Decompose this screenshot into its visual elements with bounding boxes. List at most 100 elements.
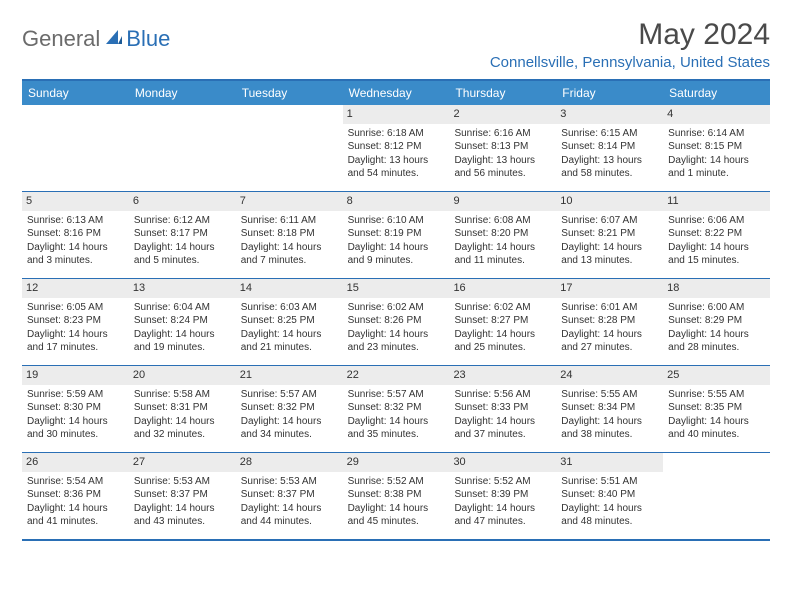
daylight-line: Daylight: 14 hours and 45 minutes. bbox=[348, 502, 445, 529]
calendar-day bbox=[129, 105, 236, 191]
day-number: 17 bbox=[556, 279, 663, 298]
sunset-line: Sunset: 8:25 PM bbox=[241, 314, 338, 328]
sunrise-line: Sunrise: 5:57 AM bbox=[348, 388, 445, 402]
daylight-line: Daylight: 14 hours and 43 minutes. bbox=[134, 502, 231, 529]
sunset-line: Sunset: 8:33 PM bbox=[454, 401, 551, 415]
day-number: 25 bbox=[663, 366, 770, 385]
day-number: 10 bbox=[556, 192, 663, 211]
sunset-line: Sunset: 8:19 PM bbox=[348, 227, 445, 241]
day-number: 11 bbox=[663, 192, 770, 211]
sunset-line: Sunset: 8:35 PM bbox=[668, 401, 765, 415]
sunset-line: Sunset: 8:17 PM bbox=[134, 227, 231, 241]
day-number: 20 bbox=[129, 366, 236, 385]
calendar-day bbox=[22, 105, 129, 191]
sunrise-line: Sunrise: 6:12 AM bbox=[134, 214, 231, 228]
sunrise-line: Sunrise: 6:04 AM bbox=[134, 301, 231, 315]
sunset-line: Sunset: 8:40 PM bbox=[561, 488, 658, 502]
calendar-day: 19Sunrise: 5:59 AMSunset: 8:30 PMDayligh… bbox=[22, 366, 129, 452]
daylight-line: Daylight: 14 hours and 23 minutes. bbox=[348, 328, 445, 355]
calendar-day: 9Sunrise: 6:08 AMSunset: 8:20 PMDaylight… bbox=[449, 192, 556, 278]
month-title: May 2024 bbox=[490, 18, 770, 52]
calendar-day: 26Sunrise: 5:54 AMSunset: 8:36 PMDayligh… bbox=[22, 453, 129, 539]
calendar-day: 4 Sunrise: 6:14 AMSunset: 8:15 PMDaylight… bbox=[663, 105, 770, 191]
sunset-line: Sunset: 8:16 PM bbox=[27, 227, 124, 241]
calendar-day: 20 Sunrise: 5:58 AMSunset: 8:31 PMDayligh… bbox=[129, 366, 236, 452]
sunrise-line: Sunrise: 5:55 AM bbox=[561, 388, 658, 402]
sunset-line: Sunset: 8:23 PM bbox=[27, 314, 124, 328]
calendar-day: 10Sunrise: 6:07 AMSunset: 8:21 PMDayligh… bbox=[556, 192, 663, 278]
sunrise-line: Sunrise: 6:10 AM bbox=[348, 214, 445, 228]
sunrise-line: Sunrise: 6:06 AM bbox=[668, 214, 765, 228]
calendar: SundayMondayTuesdayWednesdayThursdayFrid… bbox=[22, 79, 770, 541]
calendar-day: 31Sunrise: 5:51 AMSunset: 8:40 PMDayligh… bbox=[556, 453, 663, 539]
calendar-day: 13Sunrise: 6:04 AMSunset: 8:24 PMDayligh… bbox=[129, 279, 236, 365]
day-number: 2 bbox=[449, 105, 556, 124]
calendar-day: 3Sunrise: 6:15 AMSunset: 8:14 PMDaylight… bbox=[556, 105, 663, 191]
daylight-line: Daylight: 14 hours and 40 minutes. bbox=[668, 415, 765, 442]
calendar-day: 29Sunrise: 5:52 AMSunset: 8:38 PMDayligh… bbox=[343, 453, 450, 539]
calendar-day: 18Sunrise: 6:00 AMSunset: 8:29 PMDayligh… bbox=[663, 279, 770, 365]
sunrise-line: Sunrise: 6:01 AM bbox=[561, 301, 658, 315]
daylight-line: Daylight: 13 hours and 56 minutes. bbox=[454, 154, 551, 181]
day-number: 3 bbox=[556, 105, 663, 124]
sunrise-line: Sunrise: 6:02 AM bbox=[348, 301, 445, 315]
daylight-line: Daylight: 14 hours and 37 minutes. bbox=[454, 415, 551, 442]
sunrise-line: Sunrise: 5:55 AM bbox=[668, 388, 765, 402]
day-number: 13 bbox=[129, 279, 236, 298]
sunset-line: Sunset: 8:28 PM bbox=[561, 314, 658, 328]
calendar-day: 2Sunrise: 6:16 AMSunset: 8:13 PMDaylight… bbox=[449, 105, 556, 191]
sunrise-line: Sunrise: 5:54 AM bbox=[27, 475, 124, 489]
daylight-line: Daylight: 14 hours and 13 minutes. bbox=[561, 241, 658, 268]
calendar-day: 14Sunrise: 6:03 AMSunset: 8:25 PMDayligh… bbox=[236, 279, 343, 365]
calendar-day: 25 Sunrise: 5:55 AMSunset: 8:35 PMDayligh… bbox=[663, 366, 770, 452]
day-number: 12 bbox=[22, 279, 129, 298]
day-number: 19 bbox=[22, 366, 129, 385]
weekday-header: Monday bbox=[129, 81, 236, 105]
day-number: 16 bbox=[449, 279, 556, 298]
calendar-day bbox=[236, 105, 343, 191]
weekday-header: Sunday bbox=[22, 81, 129, 105]
weekday-header: Tuesday bbox=[236, 81, 343, 105]
sunrise-line: Sunrise: 5:59 AM bbox=[27, 388, 124, 402]
sunrise-line: Sunrise: 5:58 AM bbox=[134, 388, 231, 402]
sunset-line: Sunset: 8:24 PM bbox=[134, 314, 231, 328]
sunset-line: Sunset: 8:32 PM bbox=[241, 401, 338, 415]
day-number: 31 bbox=[556, 453, 663, 472]
sunrise-line: Sunrise: 6:03 AM bbox=[241, 301, 338, 315]
day-number: 4 bbox=[663, 105, 770, 124]
sunrise-line: Sunrise: 6:16 AM bbox=[454, 127, 551, 141]
calendar-day bbox=[663, 453, 770, 539]
sunset-line: Sunset: 8:31 PM bbox=[134, 401, 231, 415]
daylight-line: Daylight: 14 hours and 21 minutes. bbox=[241, 328, 338, 355]
sunrise-line: Sunrise: 6:14 AM bbox=[668, 127, 765, 141]
sunset-line: Sunset: 8:34 PM bbox=[561, 401, 658, 415]
daylight-line: Daylight: 14 hours and 32 minutes. bbox=[134, 415, 231, 442]
daylight-line: Daylight: 14 hours and 48 minutes. bbox=[561, 502, 658, 529]
sunrise-line: Sunrise: 6:11 AM bbox=[241, 214, 338, 228]
sunrise-line: Sunrise: 6:02 AM bbox=[454, 301, 551, 315]
sunset-line: Sunset: 8:14 PM bbox=[561, 140, 658, 154]
sunset-line: Sunset: 8:20 PM bbox=[454, 227, 551, 241]
daylight-line: Daylight: 14 hours and 38 minutes. bbox=[561, 415, 658, 442]
calendar-week: 19Sunrise: 5:59 AMSunset: 8:30 PMDayligh… bbox=[22, 365, 770, 452]
day-number: 1 bbox=[343, 105, 450, 124]
calendar-week: 26Sunrise: 5:54 AMSunset: 8:36 PMDayligh… bbox=[22, 452, 770, 539]
sunrise-line: Sunrise: 5:52 AM bbox=[454, 475, 551, 489]
location-subtitle: Connellsville, Pennsylvania, United Stat… bbox=[490, 54, 770, 71]
sunrise-line: Sunrise: 6:00 AM bbox=[668, 301, 765, 315]
daylight-line: Daylight: 14 hours and 28 minutes. bbox=[668, 328, 765, 355]
calendar-day: 30Sunrise: 5:52 AMSunset: 8:39 PMDayligh… bbox=[449, 453, 556, 539]
calendar-day: 28Sunrise: 5:53 AMSunset: 8:37 PMDayligh… bbox=[236, 453, 343, 539]
daylight-line: Daylight: 14 hours and 1 minute. bbox=[668, 154, 765, 181]
sunset-line: Sunset: 8:37 PM bbox=[134, 488, 231, 502]
sunset-line: Sunset: 8:15 PM bbox=[668, 140, 765, 154]
logo-sail-icon bbox=[104, 28, 124, 51]
calendar-day: 7Sunrise: 6:11 AMSunset: 8:18 PMDaylight… bbox=[236, 192, 343, 278]
daylight-line: Daylight: 14 hours and 44 minutes. bbox=[241, 502, 338, 529]
day-number: 28 bbox=[236, 453, 343, 472]
sunrise-line: Sunrise: 5:56 AM bbox=[454, 388, 551, 402]
sunset-line: Sunset: 8:22 PM bbox=[668, 227, 765, 241]
weekday-header-row: SundayMondayTuesdayWednesdayThursdayFrid… bbox=[22, 81, 770, 105]
day-number: 22 bbox=[343, 366, 450, 385]
day-number: 15 bbox=[343, 279, 450, 298]
